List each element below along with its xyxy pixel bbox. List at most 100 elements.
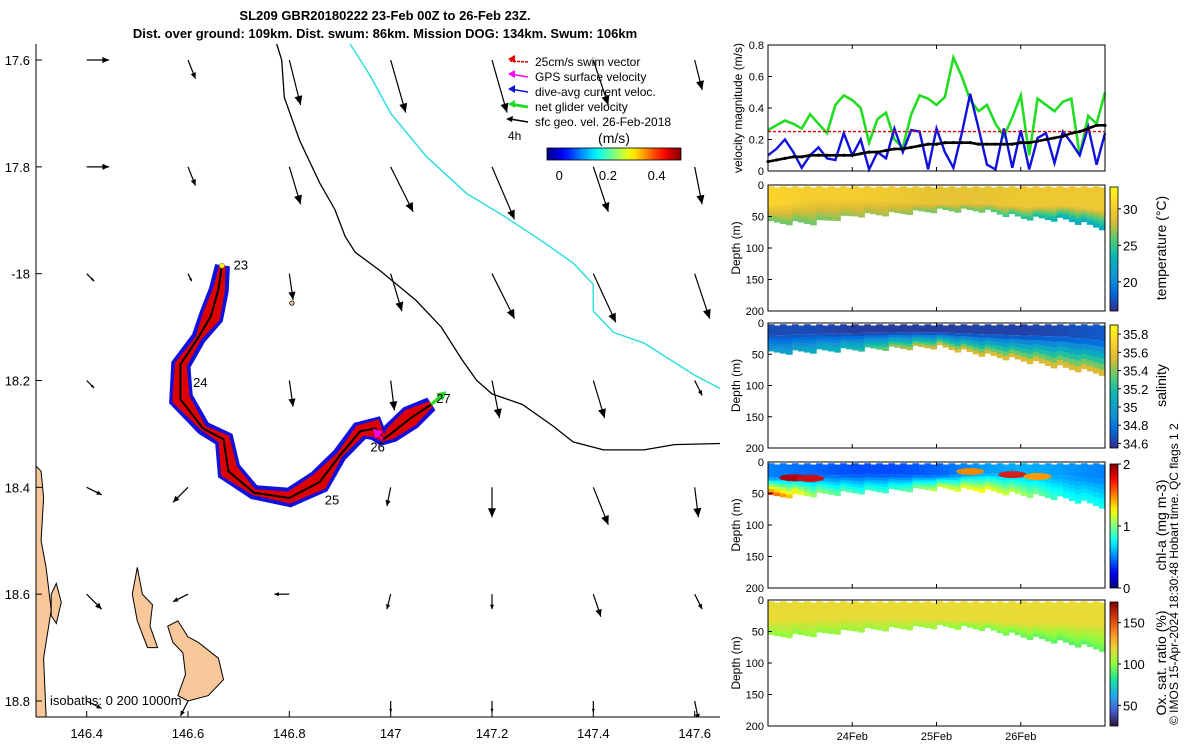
temperature-profile-column: [948, 186, 956, 212]
oxygen-profile-column: [1032, 601, 1040, 637]
chlorophyll-plot-area: [768, 463, 1105, 509]
salinity-plot-area: [768, 324, 1105, 376]
salinity-colorbar-tick-label: 35.4: [1123, 364, 1148, 379]
salinity-profile-column: [1050, 325, 1058, 369]
chlorophyll-profile-column: [960, 463, 968, 488]
legend-entry-1: GPS surface velocity: [508, 70, 646, 84]
oxygen-y-tick-label: 0: [758, 595, 764, 607]
geo-point: [901, 147, 905, 151]
chlorophyll-y-tick-label: 200: [746, 583, 764, 595]
coastline-1: [50, 582, 62, 625]
geo-vector-17: [390, 273, 404, 312]
chlorophyll-profile-column: [882, 464, 889, 494]
chlorophyll-profile-column: [852, 463, 859, 494]
chlorophyll-profile-column: [972, 463, 980, 492]
chlorophyll-profile-column: [984, 463, 992, 490]
map-x-tick-label: 147.4: [577, 726, 610, 741]
geo-point: [1027, 141, 1031, 145]
oxygen-colorbar-tick-label: 100: [1123, 657, 1145, 672]
salinity-colorbar-tick-label: 35.6: [1123, 345, 1148, 360]
isobath-200m: [276, 44, 720, 451]
geo-point: [985, 142, 989, 146]
colorbar-tick-label: 0: [556, 168, 563, 183]
geo-point: [1094, 123, 1099, 127]
geo-vector-18: [491, 273, 516, 319]
temperature-profile-column: [768, 186, 775, 222]
legend-entry-0: 25cm/s swim vector: [508, 55, 640, 69]
geo-point: [816, 153, 821, 157]
temperature-profile-column: [1074, 187, 1082, 225]
oxygen-profile-column: [894, 602, 901, 629]
salinity-profile-column: [996, 324, 1004, 359]
chlorophyll-profile-column: [918, 464, 926, 490]
oxygen-profile-column: [1014, 602, 1022, 636]
geo-point: [993, 142, 998, 146]
geo-point: [884, 148, 888, 153]
oxygen-profile-column: [1050, 602, 1058, 644]
geo-point: [1002, 142, 1006, 146]
salinity-profile-column: [840, 324, 847, 349]
temperature-profile-column: [1014, 187, 1022, 217]
temperature-profile-column: [1008, 186, 1016, 215]
salinity-profile-column: [768, 324, 775, 352]
chlorophyll-profile-column: [912, 463, 920, 488]
salinity-y-tick-label: 0: [758, 318, 764, 330]
temperature-y-tick-label: 50: [752, 212, 764, 224]
oxygen-plot-area: [768, 601, 1105, 652]
salinity-profile-column: [1086, 325, 1094, 372]
geo-point: [825, 153, 829, 157]
geo-vector-9: [288, 166, 302, 205]
geo-vector-0: [86, 57, 110, 64]
map-y-tick-label: 18.2: [5, 374, 30, 389]
temperature-profile-column: [780, 186, 787, 224]
oxygen-colorbar-label: Ox. sat. ratio (%): [1153, 610, 1169, 715]
salinity-profile-column: [948, 324, 956, 351]
map-x-tick-label: 147.6: [678, 726, 711, 741]
oxygen-profile-column: [792, 601, 799, 634]
coastline-3: [167, 620, 225, 702]
geo-point: [977, 142, 981, 146]
salinity-profile-column: [1056, 324, 1064, 366]
temperature-profile-column: [804, 186, 811, 224]
chlorophyll-profile-column: [822, 464, 829, 494]
oxygen-profile-column: [852, 601, 859, 632]
chlorophyll-profile-column: [1056, 463, 1064, 497]
oxygen-x-tick-label: 26Feb: [1005, 731, 1036, 743]
oxygen-profile-column: [834, 602, 841, 635]
oxygen-profile-column: [840, 601, 847, 630]
oxygen-profile-column: [864, 601, 871, 629]
temperature-profile-column: [1026, 187, 1034, 221]
oxygen-profile-column: [828, 601, 835, 634]
temperature-profile-column: [894, 187, 901, 214]
oxygen-profile-column: [936, 601, 944, 625]
oxygen-profile-column: [954, 602, 962, 630]
oxygen-colorbar-tick-label: 50: [1123, 698, 1137, 713]
chlorophyll-profile-column: [900, 463, 908, 492]
chart-subtitle: Dist. over ground: 109km. Dist. swum: 86…: [132, 26, 638, 41]
salinity-profile-column: [894, 325, 901, 348]
geo-vector-23: [389, 380, 398, 411]
salinity-colorbar-tick-label: 34.6: [1123, 436, 1148, 451]
geo-vector-25: [592, 380, 606, 419]
salinity-profile-column: [1080, 324, 1088, 370]
oxygen-colorbar-tick-label: 150: [1123, 616, 1145, 631]
oxygen-profile-column: [1002, 602, 1010, 636]
salinity-profile-column: [1074, 325, 1082, 373]
chlorophyll-colorbar-tick-label: 2: [1123, 457, 1130, 472]
geo-vector-8: [187, 166, 197, 186]
legend-label: net glider velocity: [535, 100, 628, 114]
oxygen-profile-column: [804, 601, 811, 637]
vel-y-tick-label: 0: [758, 166, 764, 178]
oxygen-profile-column: [888, 601, 895, 628]
chlorophyll-colorbar-tick-label: 0: [1123, 581, 1130, 596]
geo-vector-29: [385, 487, 392, 507]
chl-maximum-patch-4: [1023, 472, 1052, 480]
chlorophyll-profile-column: [996, 463, 1004, 494]
temperature-profile-column: [936, 186, 944, 209]
temperature-y-tick-label: 100: [746, 243, 764, 255]
chlorophyll-profile-column: [906, 464, 914, 493]
gps-velocity-arrow: [372, 428, 384, 440]
temperature-colorbar: [1109, 186, 1119, 312]
day-label-26: 26: [370, 439, 384, 454]
salinity-profile-column: [780, 324, 787, 354]
